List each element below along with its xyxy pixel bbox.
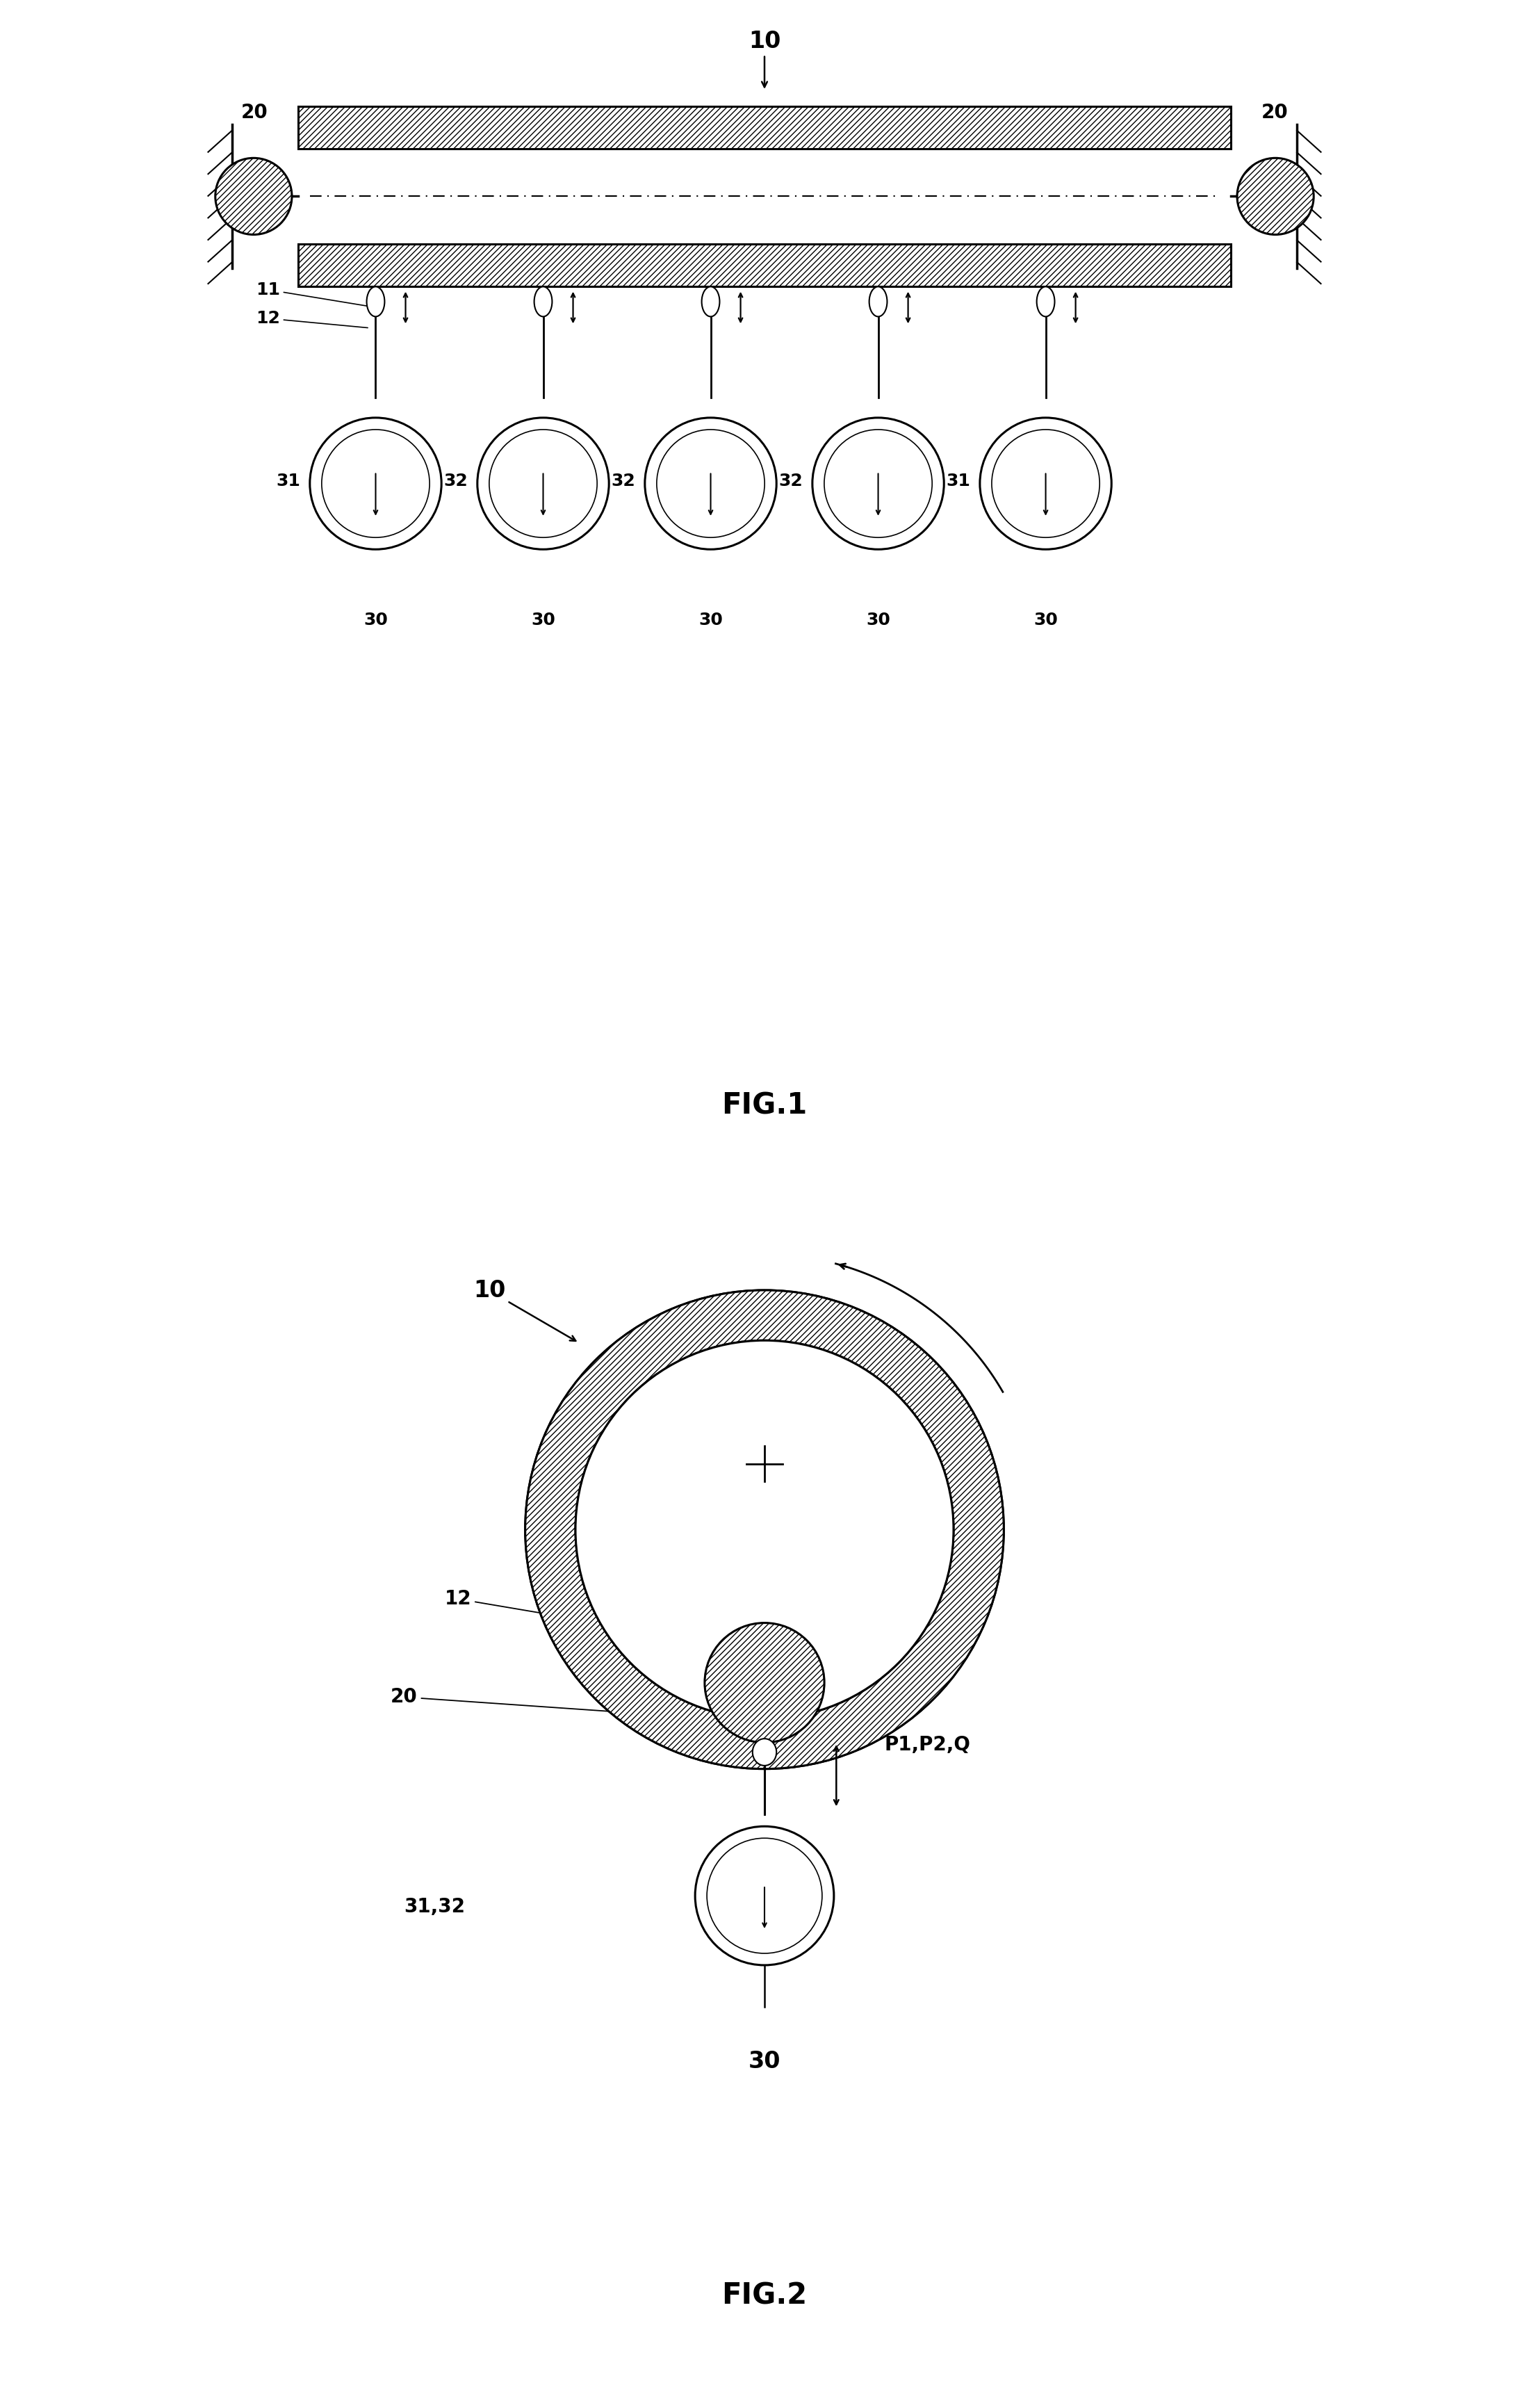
Text: 30: 30: [364, 612, 388, 628]
Text: 32: 32: [778, 472, 803, 489]
Circle shape: [706, 1837, 823, 1953]
Ellipse shape: [534, 287, 552, 315]
Text: 30: 30: [699, 612, 723, 628]
Circle shape: [656, 429, 764, 537]
Text: 10: 10: [472, 1279, 576, 1341]
Text: 20: 20: [390, 1688, 661, 1714]
Ellipse shape: [1037, 287, 1055, 315]
Text: 20: 20: [1261, 104, 1287, 123]
Text: 20: 20: [242, 104, 268, 123]
Text: +: +: [627, 1498, 644, 1517]
Ellipse shape: [702, 287, 720, 315]
Text: 30: 30: [748, 2049, 781, 2073]
Bar: [298, 243, 1231, 287]
Circle shape: [216, 159, 292, 234]
Circle shape: [705, 1623, 824, 1743]
Circle shape: [575, 1341, 954, 1719]
Text: 30: 30: [865, 612, 890, 628]
Circle shape: [992, 429, 1099, 537]
Text: 31,32: 31,32: [404, 1898, 465, 1917]
Circle shape: [824, 429, 933, 537]
Circle shape: [310, 417, 442, 549]
Wedge shape: [524, 1291, 1005, 1770]
Ellipse shape: [367, 287, 385, 315]
Circle shape: [980, 417, 1112, 549]
Ellipse shape: [868, 287, 887, 315]
Circle shape: [645, 417, 777, 549]
Text: 11: 11: [255, 282, 368, 306]
Text: P1,P2,Q: P1,P2,Q: [884, 1736, 971, 1755]
Bar: [298, 106, 1231, 149]
Text: 30: 30: [531, 612, 555, 628]
Text: 12: 12: [445, 1589, 661, 1633]
Circle shape: [812, 417, 943, 549]
Text: FIG.1: FIG.1: [722, 1091, 807, 1120]
Text: 30: 30: [1034, 612, 1058, 628]
Text: 31: 31: [946, 472, 971, 489]
Circle shape: [696, 1825, 833, 1965]
Bar: [298, 149, 1231, 243]
Circle shape: [489, 429, 598, 537]
Ellipse shape: [752, 1739, 777, 1765]
Text: 11: 11: [595, 1498, 621, 1517]
Text: 12: 12: [255, 311, 368, 327]
Circle shape: [477, 417, 609, 549]
Circle shape: [321, 429, 430, 537]
Text: 31: 31: [277, 472, 300, 489]
Text: FIG.2: FIG.2: [722, 2280, 807, 2309]
Circle shape: [524, 1291, 1005, 1770]
Circle shape: [1237, 159, 1313, 234]
Text: 32: 32: [443, 472, 468, 489]
Text: 32: 32: [612, 472, 635, 489]
Text: 10: 10: [748, 29, 781, 87]
